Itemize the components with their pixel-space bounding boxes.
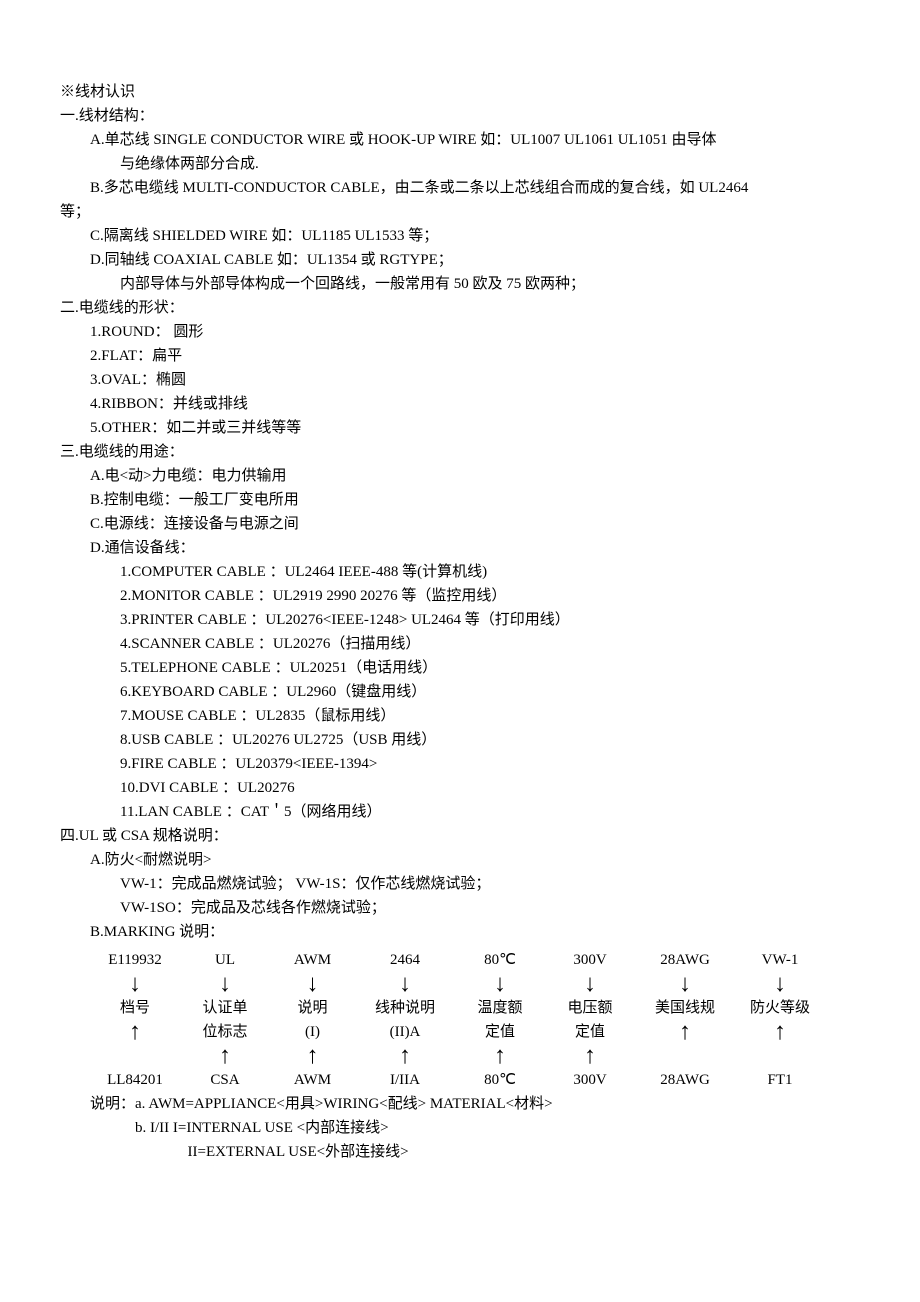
section-1-b: B.多芯电缆线 MULTI-CONDUCTOR CABLE，由二条或二条以上芯线… [60, 176, 860, 200]
arrow-down-icon: ↓ [355, 972, 455, 996]
marking-bottom-cell: LL84201 [90, 1068, 180, 1092]
arrow-up-icon: ↑ [635, 1020, 735, 1044]
marking-mid-row1: 档号 认证单 说明 线种说明 温度额 电压额 美国线规 防火等级 [90, 996, 860, 1020]
marking-top-cell: 28AWG [635, 948, 735, 972]
section-3-d-item: 5.TELEPHONE CABLE ：UL20251（电话用线） [60, 656, 860, 680]
arrow-down-icon: ↓ [180, 972, 270, 996]
section-3-d: D.通信设备线： [60, 536, 860, 560]
section-3-d-item: 11.LAN CABLE ：CAT＇5（网络用线） [60, 800, 860, 824]
section-4-title: 四.UL 或 CSA 规格说明： [60, 824, 860, 848]
marking-mid-cell: 温度额 [455, 996, 545, 1020]
section-3-d-item: 8.USB CABLE ：UL20276 UL2725（USB 用线） [60, 728, 860, 752]
section-1-d: D.同轴线 COAXIAL CABLE 如：UL1354 或 RGTYPE； [60, 248, 860, 272]
section-1-b-cont: 等； [60, 200, 860, 224]
section-4-b: B.MARKING 说明： [60, 920, 860, 944]
section-3-d-item: 9.FIRE CABLE ：UL20379<IEEE-1394> [60, 752, 860, 776]
marking-top-row: E119932 UL AWM 2464 80℃ 300V 28AWG VW-1 [90, 948, 860, 972]
section-2-item: 1.ROUND： 圆形 [60, 320, 860, 344]
section-3-c: C.电源线：连接设备与电源之间 [60, 512, 860, 536]
arrow-up-icon: ↑ [545, 1044, 635, 1068]
arrow-down-icon: ↓ [455, 972, 545, 996]
section-3-d-item: 1.COMPUTER CABLE ：UL2464 IEEE-488 等(计算机线… [60, 560, 860, 584]
marking-top-cell: VW-1 [735, 948, 825, 972]
marking-mid-cell: (I) [270, 1020, 355, 1044]
section-3-d-item: 7.MOUSE CABLE ：UL2835（鼠标用线） [60, 704, 860, 728]
marking-arrow-up-row: ↑ ↑ ↑ ↑ ↑ [90, 1044, 860, 1068]
marking-mid-cell: 定值 [545, 1020, 635, 1044]
marking-mid-cell: 定值 [455, 1020, 545, 1044]
section-1-a-cont: 与绝缘体两部分合成. [60, 152, 860, 176]
marking-mid-cell: (II)A [355, 1020, 455, 1044]
marking-arrow-down-row: ↓ ↓ ↓ ↓ ↓ ↓ ↓ ↓ [90, 972, 860, 996]
section-4-note2: b. I/II I=INTERNAL USE <内部连接线> [60, 1116, 860, 1140]
section-3-title: 三.电缆线的用途： [60, 440, 860, 464]
section-1-a: A.单芯线 SINGLE CONDUCTOR WIRE 或 HOOK-UP WI… [60, 128, 860, 152]
arrow-up-icon: ↑ [180, 1044, 270, 1068]
arrow-down-icon: ↓ [90, 972, 180, 996]
arrow-up-icon: ↑ [90, 1020, 180, 1044]
section-1-c: C.隔离线 SHIELDED WIRE 如：UL1185 UL1533 等； [60, 224, 860, 248]
section-2-item: 3.OVAL：椭圆 [60, 368, 860, 392]
marking-mid-cell: 防火等级 [735, 996, 825, 1020]
marking-bottom-row: LL84201 CSA AWM I/IIA 80℃ 300V 28AWG FT1 [90, 1068, 860, 1092]
section-4-note3: II=EXTERNAL USE<外部连接线> [60, 1140, 860, 1164]
marking-top-cell: 80℃ [455, 948, 545, 972]
arrow-up-icon: ↑ [455, 1044, 545, 1068]
section-2-item: 2.FLAT：扁平 [60, 344, 860, 368]
section-4-a2: VW-1SO：完成品及芯线各作燃烧试验； [60, 896, 860, 920]
section-4-a1: VW-1：完成品燃烧试验； VW-1S：仅作芯线燃烧试验； [60, 872, 860, 896]
marking-top-cell: E119932 [90, 948, 180, 972]
marking-mid-cell: 美国线规 [635, 996, 735, 1020]
marking-bottom-cell: 28AWG [635, 1068, 735, 1092]
arrow-down-icon: ↓ [545, 972, 635, 996]
arrow-down-icon: ↓ [270, 972, 355, 996]
marking-mid-cell: 电压额 [545, 996, 635, 1020]
marking-bottom-cell: 80℃ [455, 1068, 545, 1092]
marking-top-cell: UL [180, 948, 270, 972]
section-1-title: 一.线材结构： [60, 104, 860, 128]
marking-bottom-cell: I/IIA [355, 1068, 455, 1092]
marking-top-cell: 2464 [355, 948, 455, 972]
marking-bottom-cell: AWM [270, 1068, 355, 1092]
marking-top-cell: AWM [270, 948, 355, 972]
section-3-d-item: 2.MONITOR CABLE ：UL2919 2990 20276 等（监控用… [60, 584, 860, 608]
marking-bottom-cell: CSA [180, 1068, 270, 1092]
arrow-up-icon: ↑ [735, 1020, 825, 1044]
arrow-down-icon: ↓ [635, 972, 735, 996]
section-3-d-item: 4.SCANNER CABLE ：UL20276（扫描用线） [60, 632, 860, 656]
marking-mid-cell: 认证单 [180, 996, 270, 1020]
section-1-d-cont: 内部导体与外部导体构成一个回路线，一般常用有 50 欧及 75 欧两种； [60, 272, 860, 296]
marking-mid-cell: 线种说明 [355, 996, 455, 1020]
document-heading: ※线材认识 [60, 80, 860, 104]
section-3-b: B.控制电缆：一般工厂变电所用 [60, 488, 860, 512]
section-3-d-item: 6.KEYBOARD CABLE ：UL2960（键盘用线） [60, 680, 860, 704]
arrow-down-icon: ↓ [735, 972, 825, 996]
section-4-note1: 说明：a. AWM=APPLIANCE<用具>WIRING<配线> MATERI… [60, 1092, 860, 1116]
section-2-item: 4.RIBBON：并线或排线 [60, 392, 860, 416]
marking-mid-cell: 位标志 [180, 1020, 270, 1044]
arrow-up-icon: ↑ [270, 1044, 355, 1068]
section-2-item: 5.OTHER：如二并或三并线等等 [60, 416, 860, 440]
arrow-up-icon: ↑ [355, 1044, 455, 1068]
marking-mid-cell: 说明 [270, 996, 355, 1020]
marking-diagram: E119932 UL AWM 2464 80℃ 300V 28AWG VW-1 … [90, 948, 860, 1092]
marking-top-cell: 300V [545, 948, 635, 972]
section-3-d-item: 10.DVI CABLE ：UL20276 [60, 776, 860, 800]
section-4-a: A.防火<耐燃说明> [60, 848, 860, 872]
marking-mid-row2: ↑ 位标志 (I) (II)A 定值 定值 ↑ ↑ [90, 1020, 860, 1044]
section-3-a: A.电<动>力电缆：电力供输用 [60, 464, 860, 488]
section-2-title: 二.电缆线的形状： [60, 296, 860, 320]
marking-bottom-cell: FT1 [735, 1068, 825, 1092]
marking-bottom-cell: 300V [545, 1068, 635, 1092]
section-3-d-item: 3.PRINTER CABLE ：UL20276<IEEE-1248> UL24… [60, 608, 860, 632]
marking-mid-cell: 档号 [90, 996, 180, 1020]
